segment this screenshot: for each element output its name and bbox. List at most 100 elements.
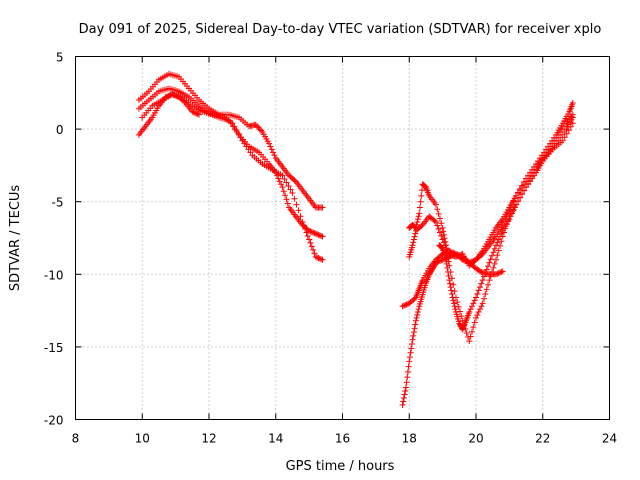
data-point	[229, 120, 236, 127]
data-point	[284, 200, 291, 207]
data-point	[479, 277, 486, 284]
x-tick-labels: 8 10 12 14 16 18 20 22 24	[72, 432, 617, 446]
data-point	[279, 184, 286, 191]
data-point	[411, 233, 418, 240]
data-point	[416, 204, 423, 211]
data-point	[315, 255, 322, 262]
data-point	[418, 192, 425, 199]
data-point	[455, 303, 462, 310]
data-point	[438, 244, 445, 251]
data-point	[478, 280, 485, 287]
data-point	[181, 98, 188, 105]
grid-lines	[75, 56, 610, 420]
data-point	[494, 252, 501, 259]
data-point	[291, 195, 298, 202]
data-point	[171, 92, 178, 99]
data-point	[166, 92, 173, 99]
y-tick-label: 0	[56, 123, 64, 137]
data-point	[406, 358, 413, 365]
y-tick-label: -10	[44, 268, 64, 282]
data-point	[318, 232, 325, 239]
data-point	[527, 177, 534, 184]
data-point	[497, 242, 504, 249]
data-point	[311, 250, 318, 257]
data-point	[486, 277, 493, 284]
data-point	[561, 134, 568, 141]
data-point	[418, 187, 425, 194]
data-point	[440, 228, 447, 235]
data-point	[409, 336, 416, 343]
data-point	[451, 303, 458, 310]
data-point	[477, 306, 484, 313]
data-point	[415, 213, 422, 220]
y-axis-label: SDTVAR / TECUs	[8, 185, 23, 292]
data-point	[442, 238, 449, 245]
data-point	[315, 231, 322, 238]
data-point	[412, 230, 419, 237]
data-point	[299, 219, 306, 226]
data-point	[438, 232, 445, 239]
data-point	[525, 180, 532, 187]
data-point	[400, 395, 407, 402]
data-point	[565, 127, 572, 134]
data-point	[311, 230, 318, 237]
y-tick-labels: -20 -15 -10 -5 0 5	[44, 51, 64, 428]
data-point	[490, 249, 497, 256]
data-point	[414, 311, 421, 318]
data-point	[283, 196, 290, 203]
x-tick-label: 10	[135, 432, 150, 446]
x-tick-label: 22	[535, 432, 550, 446]
data-point	[399, 401, 406, 408]
data-point	[267, 143, 274, 150]
data-point	[307, 228, 314, 235]
data-point	[316, 232, 323, 239]
data-point	[498, 230, 505, 237]
data-point	[438, 220, 445, 227]
data-point	[444, 264, 451, 271]
data-point	[312, 230, 319, 237]
data-point	[256, 126, 263, 133]
data-point	[283, 179, 290, 186]
data-point	[173, 92, 180, 99]
data-point	[495, 270, 502, 277]
data-point	[410, 239, 417, 246]
data-point	[434, 222, 441, 229]
data-point	[319, 233, 326, 240]
data-point	[483, 286, 490, 293]
data-point	[418, 223, 425, 230]
x-tick-label: 24	[602, 432, 617, 446]
data-point	[413, 221, 420, 228]
data-point	[475, 309, 482, 316]
data-point	[494, 270, 501, 277]
data-point	[405, 363, 412, 370]
data-point	[531, 170, 538, 177]
data-point	[468, 303, 475, 310]
data-point	[511, 204, 518, 211]
data-point	[170, 91, 177, 98]
data-point	[314, 231, 321, 238]
data-point	[436, 215, 443, 222]
data-point	[312, 253, 319, 260]
data-point	[471, 319, 478, 326]
data-point	[278, 181, 285, 188]
data-point	[481, 273, 488, 280]
data-point	[535, 163, 542, 170]
data-point	[295, 207, 302, 214]
data-point	[456, 308, 463, 315]
data-point	[412, 224, 419, 231]
data-point	[473, 294, 479, 301]
data-point	[475, 287, 482, 294]
data-point	[410, 332, 417, 339]
data-point	[470, 324, 477, 331]
data-point	[452, 306, 459, 313]
series-arc-b5	[436, 111, 576, 333]
data-point	[254, 123, 261, 130]
data-point	[289, 189, 296, 196]
data-point	[446, 280, 453, 287]
data-point	[436, 229, 443, 236]
data-point	[297, 213, 304, 220]
data-point	[447, 284, 454, 291]
data-point	[258, 127, 265, 134]
data-point	[459, 256, 466, 263]
data-point	[162, 94, 169, 101]
